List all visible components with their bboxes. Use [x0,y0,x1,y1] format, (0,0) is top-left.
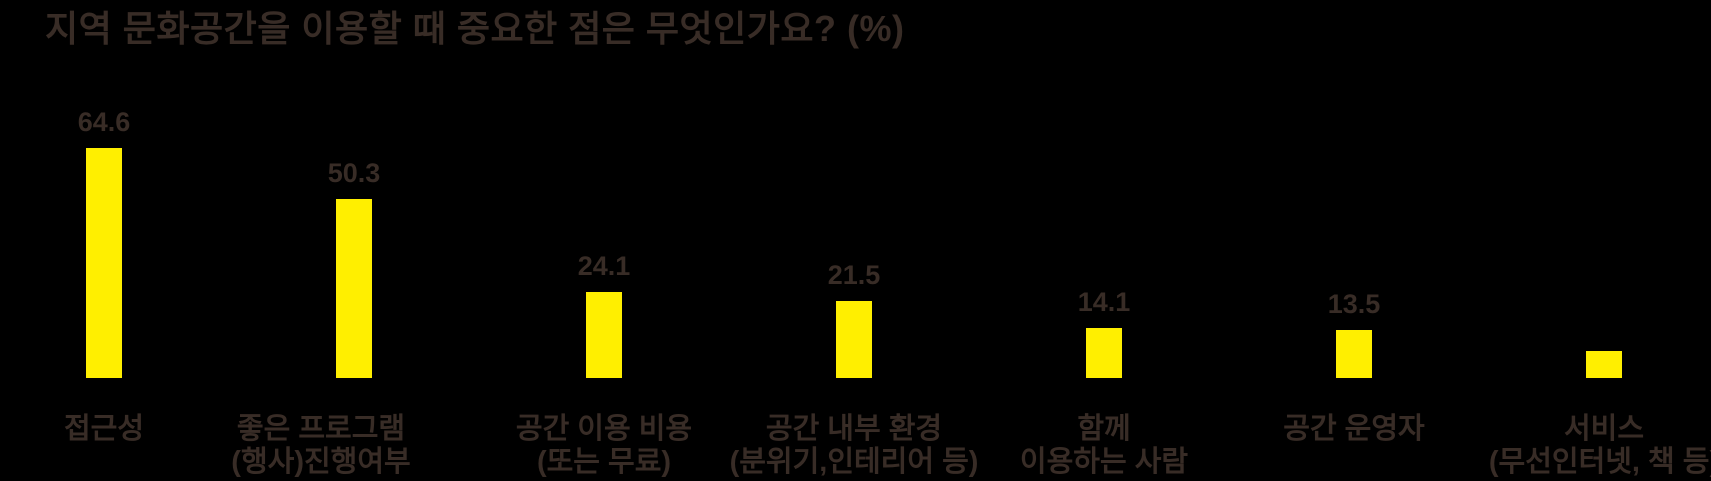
bar-value-label: 21.5 [827,260,881,290]
bar-value-label: 24.1 [577,251,631,281]
bar-category-label-line: 공간 운영자 [1283,413,1425,445]
bar-category-label: 공간 이용 비용 (또는 무료) [464,413,744,479]
bar [1086,328,1122,378]
bar-category-label: 함께 이용하는 사람 [964,413,1244,479]
bar [586,292,622,378]
bar-category-label-line: 함께 [1077,413,1131,445]
bar-category-label-line: (무선인터넷, 책 등) [1488,446,1711,478]
bar-category-label: 접근성 [0,413,244,446]
bar-category-label-line: (또는 무료) [536,446,672,478]
bar-category-label: 좋은 프로그램 (행사)진행여부 [181,413,461,479]
bar-category-label-line: 이용하는 사람 [1019,446,1189,478]
bar [336,199,372,378]
bar-category-label: 공간 내부 환경 (분위기,인테리어 등) [714,413,994,479]
bar-category-label: 공간 운영자 [1214,413,1494,446]
bar-category-label-line: 공간 이용 비용 [515,413,693,445]
bar-value-label: 50.3 [327,158,381,188]
chart-title: 지역 문화공간을 이용할 때 중요한 점은 무엇인가요? (%) [45,8,905,49]
bar-category-label: 서비스 (무선인터넷, 책 등) [1464,413,1711,479]
bar-category-label-line: 서비스 [1563,413,1645,445]
bar [836,301,872,378]
bar-category-label-line: (분위기,인테리어 등) [729,446,979,478]
bar [1586,351,1622,378]
bar [1336,330,1372,378]
bar-category-label-line: 접근성 [63,413,145,445]
bar-category-label-line: 좋은 프로그램 [236,413,406,445]
bar-value-label: 14.1 [1077,287,1131,317]
bar-value-label: 13.5 [1327,289,1381,319]
bar-value-label: 64.6 [77,107,131,137]
bar-category-label-line: (행사)진행여부 [231,446,411,478]
bar [86,148,122,378]
bar-category-label-line: 공간 내부 환경 [765,413,943,445]
